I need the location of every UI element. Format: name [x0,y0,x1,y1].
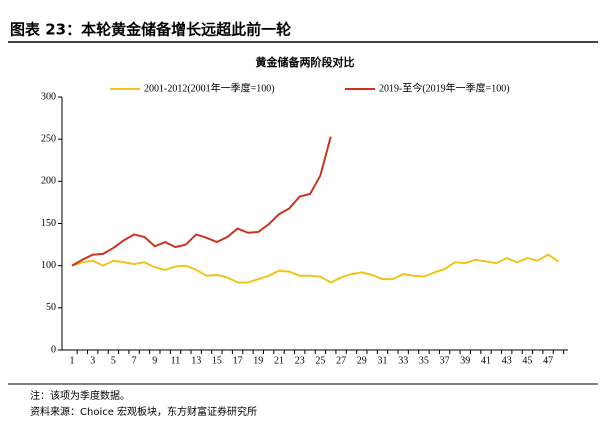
x-tick-label: 9 [152,355,157,366]
legend-label: 2019-至今(2019年一季度=100) [379,81,510,94]
x-tick-label: 13 [191,355,201,366]
header: 图表 23：本轮黄金储备增长远超此前一轮 [10,21,291,39]
x-tick-label: 35 [419,355,429,366]
y-tick-label: 50 [46,302,56,313]
x-tick-label: 17 [233,355,243,366]
source: 资料来源：Choice 宏观板块，东方财富证券研究所 [30,405,257,418]
y-tick-label: 200 [41,176,56,187]
y-tick-label: 150 [41,218,56,229]
x-tick-label: 45 [522,355,532,366]
legend-label: 2001-2012(2001年一季度=100) [144,81,275,94]
y-tick-label: 0 [51,344,56,355]
x-tick-label: 41 [481,355,491,366]
x-tick-label: 47 [543,355,553,366]
x-tick-label: 27 [336,355,346,366]
x-tick-label: 21 [274,355,284,366]
x-tick-label: 43 [502,355,512,366]
x-tick-label: 5 [111,355,116,366]
x-tick-label: 7 [132,355,137,366]
x-tick-label: 15 [212,355,222,366]
series-line [71,253,559,284]
note: 注：该项为季度数据。 [30,389,130,402]
x-tick-label: 37 [440,355,450,366]
x-tick-label: 3 [90,355,95,366]
x-tick-label: 23 [295,355,305,366]
y-tick-label: 300 [41,91,56,102]
x-tick-label: 31 [378,355,388,366]
x-tick-label: 19 [253,355,263,366]
x-tick-label: 29 [357,355,367,366]
series-line [71,136,332,267]
chart-title: 黄金储备两阶段对比 [256,55,355,69]
x-tick-label: 33 [398,355,408,366]
x-tick-label: 11 [171,355,181,366]
x-tick-label: 1 [70,355,75,366]
y-tick-label: 250 [41,133,56,144]
y-tick-label: 100 [41,260,56,271]
x-tick-label: 39 [460,355,470,366]
x-tick-label: 25 [315,355,325,366]
